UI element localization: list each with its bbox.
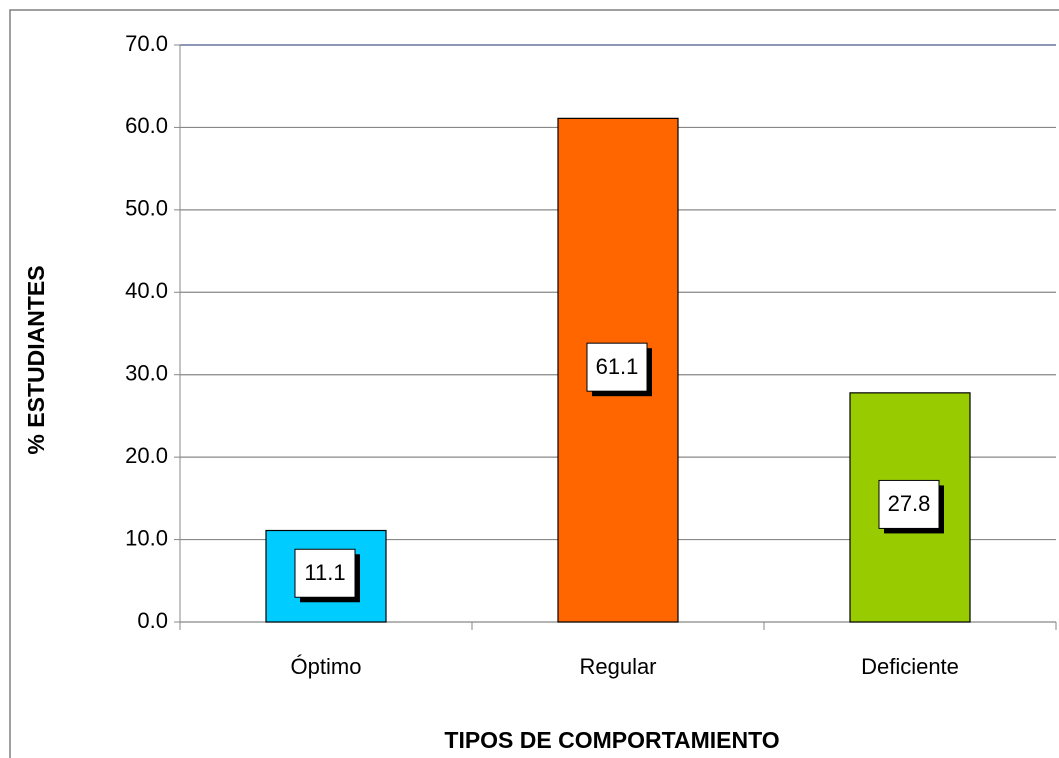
- y-tick-label: 10.0: [125, 525, 168, 550]
- data-label: 61.1: [596, 354, 639, 379]
- data-label-box: [878, 479, 940, 529]
- x-tick-label: Regular: [579, 654, 656, 679]
- y-tick-label: 20.0: [125, 443, 168, 468]
- y-tick-label: 0.0: [137, 608, 168, 633]
- chart-border: [9, 9, 1059, 758]
- data-label: 27.8: [888, 491, 931, 516]
- y-tick-label: 60.0: [125, 113, 168, 138]
- x-tick-label: Deficiente: [861, 654, 959, 679]
- data-label-box: [294, 548, 356, 598]
- x-axis-title: TIPOS DE COMPORTAMIENTO: [444, 727, 779, 753]
- y-axis-title: % ESTUDIANTES: [23, 265, 49, 454]
- y-tick-label: 50.0: [125, 196, 168, 221]
- data-label-box: [586, 342, 648, 392]
- y-tick-label: 30.0: [125, 361, 168, 386]
- data-label: 11.1: [304, 560, 345, 585]
- y-tick-label: 40.0: [125, 278, 168, 303]
- y-tick-label: 70.0: [125, 31, 168, 56]
- x-tick-label: Óptimo: [291, 654, 362, 679]
